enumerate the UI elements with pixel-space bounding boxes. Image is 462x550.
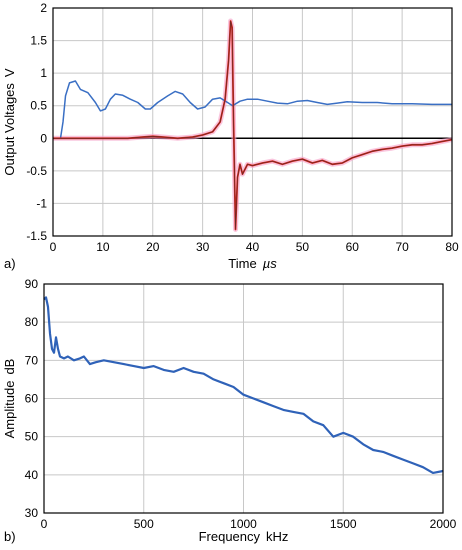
y-tick-label: 0.5 [30,99,47,113]
plot-frame [43,283,444,514]
x-axis-unit: kHz [266,529,288,544]
x-tick-label: 2000 [430,517,457,531]
x-tick-label: 20 [146,240,160,254]
x-axis-unit: µs [263,256,277,271]
x-tick-label: 0 [41,517,48,531]
y-tick-label: -1 [36,196,47,210]
x-tick-label: 40 [246,240,260,254]
panel-label: a) [4,256,16,271]
panel-label: b) [4,529,16,544]
y-axis-unit: dB [2,359,17,375]
y-tick-label: 1 [40,66,47,80]
y-axis-label-text: Output Voltages [2,83,17,176]
y-tick-label: 30 [25,506,39,520]
x-axis-label: Time µs [228,256,277,271]
y-tick-label: 60 [25,392,39,406]
plot-frame [52,7,453,237]
x-tick-label: 500 [134,517,154,531]
y-axis-label: Amplitude dB [2,359,17,439]
y-tick-label: 50 [25,430,39,444]
chart-panel-a: 0 10 20 30 40 50 60 70 80 -1.5 -1 -0.5 0 0.5 1 1.5 2 Time… [2,1,459,271]
y-tick-label: 70 [25,353,39,367]
y-tick-label: -1.5 [26,229,47,243]
x-tick-label: 70 [395,240,409,254]
y-axis-label-text: Amplitude [2,381,17,439]
y-tick-label: 0 [40,131,47,145]
x-tick-label: 10 [96,240,110,254]
y-tick-label: 1.5 [30,34,47,48]
y-tick-label: 90 [25,277,39,291]
series-line [53,80,452,140]
x-tick-label: 60 [346,240,360,254]
x-tick-label: 0 [50,240,57,254]
y-axis-unit: V [2,68,17,77]
y-tick-label: 80 [25,315,39,329]
y-tick-label: 2 [40,1,47,15]
x-tick-label: 30 [196,240,210,254]
series-line-overlay [53,20,453,230]
y-tick-label: 40 [25,468,39,482]
x-axis-label: Frequency kHz [199,529,289,544]
x-axis-label-text: Frequency [199,529,261,544]
series-line [43,296,444,474]
x-tick-label: 1500 [330,517,357,531]
y-axis-label: Output Voltages V [2,68,17,176]
y-tick-label: -0.5 [26,164,47,178]
chart-panel-b: 0 500 1000 1500 2000 30 40 50 60 70 80 90 Frequency k… [2,277,457,544]
x-tick-label: 1000 [230,517,257,531]
x-tick-label: 50 [296,240,310,254]
x-tick-label: 80 [445,240,459,254]
x-axis-label-text: Time [228,256,256,271]
